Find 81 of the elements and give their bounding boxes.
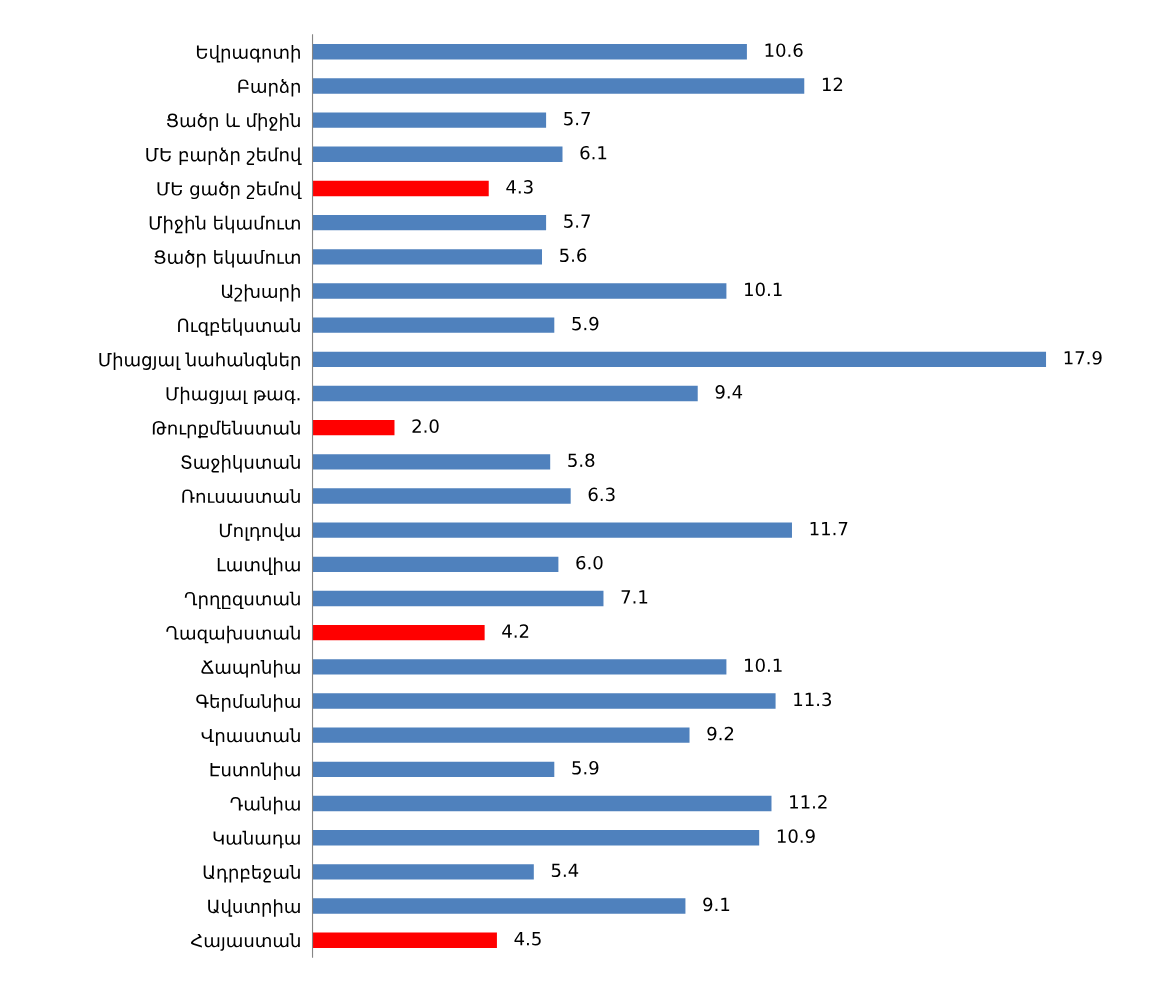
- y-tick-label: Միջին եկամուտ: [149, 215, 300, 234]
- bar: [312, 488, 571, 504]
- bar: [312, 522, 792, 538]
- data-label: 6.3: [588, 487, 615, 502]
- data-label: 9.2: [707, 726, 734, 741]
- bar: [312, 44, 747, 60]
- data-label: 5.8: [568, 453, 595, 468]
- data-label: 11.2: [790, 795, 827, 809]
- bar: [312, 214, 547, 231]
- bar: [312, 795, 772, 812]
- data-label: 9.4: [715, 385, 743, 399]
- bar: [312, 419, 395, 436]
- y-tick-label: Դանիա: [230, 796, 300, 815]
- data-label: 6.1: [580, 145, 607, 160]
- data-label: 5.7: [564, 214, 590, 228]
- bar: [312, 659, 727, 675]
- bar: [312, 898, 686, 914]
- y-tick-label: Թուրքմենստան: [152, 420, 300, 439]
- data-label: 6.0: [576, 555, 603, 570]
- data-label: 9.1: [703, 897, 730, 912]
- y-tick-label: Աշխարի: [221, 284, 300, 302]
- y-tick-label: Եվրագոտի: [196, 44, 300, 63]
- y-tick-label: Բարձր: [238, 79, 300, 97]
- data-label: 11.7: [810, 521, 848, 536]
- y-tick-label: Ցածր եկամուտ: [154, 249, 300, 268]
- y-tick-label: ՄԵ բարձր շեմով: [146, 147, 302, 165]
- bar: [312, 556, 559, 573]
- data-label: 10.1: [745, 658, 782, 673]
- data-label: 7.1: [621, 590, 648, 604]
- y-tick-label: Ճապոնիա: [201, 659, 300, 678]
- y-tick-label: Ավստրիա: [208, 899, 300, 917]
- y-tick-label: Ուզբեկստան: [178, 318, 300, 336]
- bar: [312, 351, 1047, 368]
- data-label: 4.2: [502, 624, 529, 638]
- bar: [312, 693, 776, 709]
- bar: [312, 283, 727, 299]
- bar: [312, 590, 604, 607]
- y-tick-label: Ռուսաստան: [182, 489, 300, 504]
- y-tick-label: Լատվիա: [217, 557, 300, 575]
- y-tick-label: Վրաստան: [201, 728, 300, 746]
- bar: [312, 249, 543, 265]
- y-tick-label: Տաջիկստան: [181, 454, 300, 473]
- data-label: 17.9: [1064, 350, 1102, 365]
- y-tick-label: Ղրղըզստան: [184, 591, 300, 610]
- y-tick-label: Միացյալ թագ.: [166, 386, 300, 405]
- y-tick-label: ՄԵ ցածր շեմով: [157, 181, 302, 200]
- data-label: 4.5: [514, 932, 541, 946]
- bar: [312, 624, 485, 641]
- data-label: 4.3: [506, 180, 533, 194]
- data-label: 5.9: [572, 760, 599, 775]
- bar: [312, 78, 805, 94]
- y-tick-label: Միացյալ նահանգներ: [99, 352, 300, 370]
- data-label: 11.3: [794, 692, 832, 707]
- data-label: 5.9: [572, 316, 599, 331]
- data-label: 5.7: [564, 111, 590, 126]
- bar: [312, 932, 497, 948]
- bar: [312, 454, 551, 470]
- bar: [312, 180, 489, 197]
- y-tick-label: Ցածր և միջին: [167, 113, 300, 131]
- y-tick-label: Մոլդովա: [219, 523, 300, 541]
- data-label: 12: [822, 77, 843, 91]
- y-tick-label: Էստոնիա: [210, 762, 300, 780]
- data-label: 2.0: [412, 419, 439, 433]
- bar: [312, 385, 698, 402]
- bar: [312, 830, 760, 846]
- y-tick-label: Ղազախստան: [166, 625, 300, 644]
- y-tick-label: Հայաստան: [190, 933, 300, 951]
- data-label: 10.6: [765, 43, 803, 58]
- bar: [312, 727, 690, 743]
- data-label: 5.6: [560, 248, 587, 263]
- data-label: 5.4: [551, 863, 579, 878]
- data-label: 10.9: [777, 829, 815, 843]
- y-tick-label: Գերմանիա: [196, 694, 300, 712]
- bar: [312, 112, 547, 128]
- y-tick-label: Կանադա: [213, 830, 300, 849]
- bar: [312, 317, 555, 333]
- data-label: 10.1: [745, 282, 782, 297]
- y-tick-label: Ադրբեջան: [203, 865, 300, 883]
- bar: [312, 146, 563, 162]
- bar: [312, 864, 534, 880]
- bar: [312, 761, 555, 778]
